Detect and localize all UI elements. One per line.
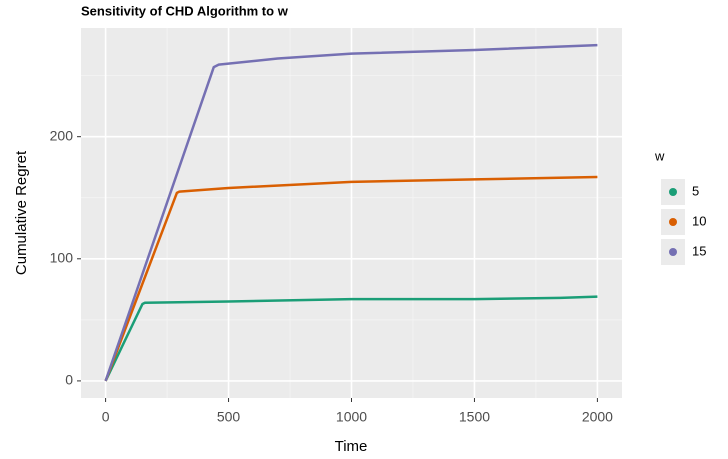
legend-swatch <box>669 248 677 256</box>
legend-label: 15 <box>692 243 706 258</box>
legend-swatch <box>669 218 677 226</box>
x-tick-label: 0 <box>102 409 110 425</box>
x-tick-label: 500 <box>217 409 241 425</box>
x-tick-label: 1500 <box>459 409 490 425</box>
x-tick-label: 2000 <box>582 409 613 425</box>
y-tick-label: 200 <box>50 127 74 143</box>
chart-title: Sensitivity of CHD Algorithm to w <box>81 3 289 18</box>
legend-label: 5 <box>692 183 699 198</box>
legend-title: w <box>654 148 665 163</box>
y-axis-title: Cumulative Regret <box>13 150 30 275</box>
legend-label: 10 <box>692 213 706 228</box>
x-tick-label: 1000 <box>336 409 367 425</box>
line <box>104 295 598 382</box>
y-tick-label: 100 <box>50 249 74 265</box>
x-axis-title: Time <box>335 438 368 455</box>
line <box>104 43 598 382</box>
legend-swatch <box>669 188 677 196</box>
y-tick-label: 0 <box>65 372 73 388</box>
line <box>104 175 598 382</box>
